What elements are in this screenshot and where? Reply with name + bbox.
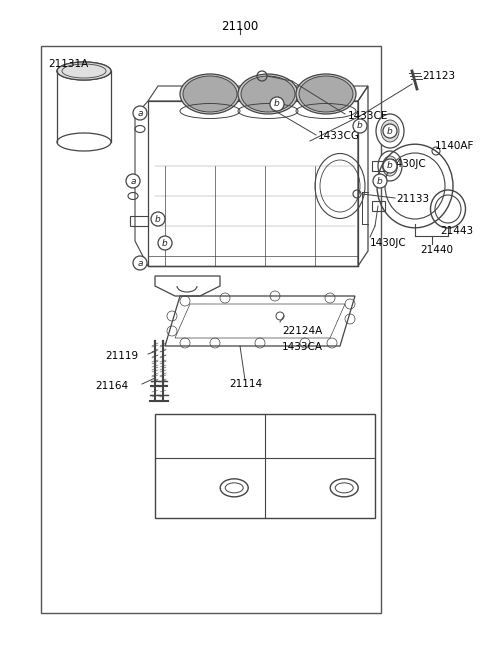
Circle shape [158, 236, 172, 250]
Text: 1573GF: 1573GF [163, 474, 201, 483]
Text: 22124A: 22124A [282, 326, 322, 336]
Text: 21713A: 21713A [163, 492, 201, 502]
Text: 21133: 21133 [396, 194, 429, 204]
Text: 1433CA: 1433CA [282, 342, 323, 352]
Ellipse shape [376, 114, 404, 148]
Text: b: b [387, 161, 393, 171]
Ellipse shape [381, 120, 399, 142]
Text: b: b [377, 176, 383, 186]
Circle shape [353, 119, 367, 133]
Text: 21164: 21164 [95, 381, 128, 391]
Text: 1140AF: 1140AF [435, 141, 474, 151]
Text: a: a [137, 258, 143, 268]
Text: a: a [137, 108, 143, 117]
Text: 21131A: 21131A [48, 59, 88, 69]
Ellipse shape [241, 76, 295, 112]
Text: b: b [317, 431, 323, 441]
Text: 21123: 21123 [422, 71, 455, 81]
Ellipse shape [57, 62, 111, 80]
Text: 1430JC: 1430JC [390, 159, 427, 169]
Text: 1430JC: 1430JC [370, 238, 407, 248]
Ellipse shape [299, 76, 353, 112]
Circle shape [270, 97, 284, 111]
Ellipse shape [180, 74, 240, 114]
Ellipse shape [296, 74, 356, 114]
Text: 21100: 21100 [221, 20, 259, 33]
Text: 21440: 21440 [420, 245, 453, 255]
Circle shape [311, 427, 329, 445]
Text: b: b [155, 215, 161, 224]
Bar [155, 414, 375, 518]
Circle shape [373, 174, 387, 188]
Circle shape [201, 427, 219, 445]
Circle shape [383, 159, 397, 173]
Ellipse shape [238, 74, 298, 114]
Circle shape [133, 106, 147, 120]
Bar [41, 46, 381, 613]
Text: b: b [387, 127, 393, 136]
Text: 21443: 21443 [440, 226, 473, 236]
Circle shape [151, 212, 165, 226]
Text: b: b [274, 100, 280, 108]
Circle shape [133, 256, 147, 270]
Text: 1433CG: 1433CG [318, 131, 360, 141]
Ellipse shape [183, 76, 237, 112]
Text: 1433CE: 1433CE [348, 111, 388, 121]
Circle shape [383, 124, 397, 138]
Text: b: b [357, 121, 363, 131]
Text: b: b [162, 239, 168, 247]
Text: 21114: 21114 [229, 379, 262, 389]
Text: 21119: 21119 [105, 351, 138, 361]
Text: a: a [207, 431, 213, 441]
Text: 1573JK: 1573JK [273, 474, 307, 483]
Text: a: a [130, 176, 136, 186]
Circle shape [126, 174, 140, 188]
Ellipse shape [378, 151, 402, 181]
Ellipse shape [383, 156, 397, 176]
Text: 21314A: 21314A [273, 492, 311, 502]
